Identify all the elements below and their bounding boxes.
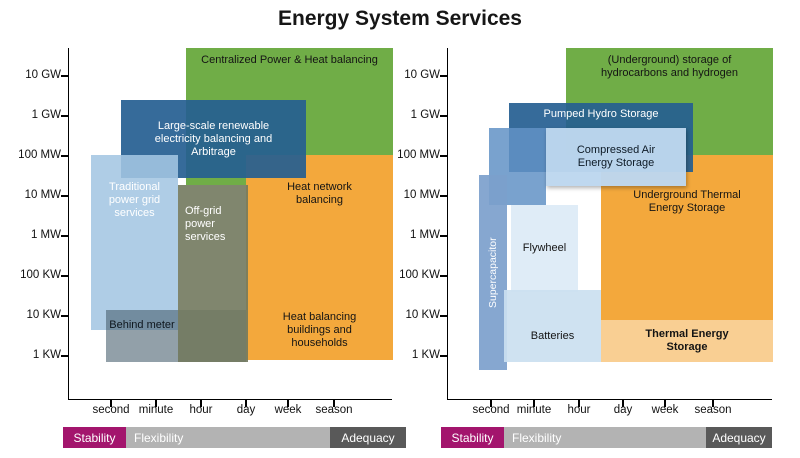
- x-tick-label: week: [651, 404, 679, 416]
- behind-meter-label: Behind meter: [109, 319, 175, 331]
- legend-stability: Stability: [63, 427, 126, 448]
- flywheel-box: Flywheel: [511, 205, 578, 292]
- x-tick-label: day: [613, 404, 633, 416]
- batteries-label: Batteries: [530, 330, 575, 342]
- right-chart-plot: (Underground) storage of hydrocarbons an…: [397, 48, 773, 416]
- left-legend-bar: Stability Flexibility Adequacy: [63, 427, 406, 448]
- heat-balancing-buildings-label: Heat balancing buildings and households: [282, 311, 357, 349]
- x-tick: [333, 400, 335, 407]
- page-title: Energy System Services: [278, 7, 522, 30]
- y-tick: [440, 275, 447, 277]
- heat-network-balancing-label: Heat network balancing: [287, 181, 352, 206]
- underground-hydrocarbons-label: (Underground) storage of hydrocarbons an…: [601, 54, 738, 79]
- y-tick: [440, 235, 447, 237]
- y-tick-label: 1 KW: [32, 349, 61, 361]
- x-tick: [200, 400, 202, 407]
- y-tick: [61, 315, 68, 317]
- centralized-power-heat-label: Centralized Power & Heat balancing: [201, 54, 378, 66]
- thermal-energy-storage-label: Thermal Energy Storage: [645, 328, 729, 353]
- x-tick: [245, 400, 247, 407]
- y-tick-label: 10 MW: [403, 189, 440, 201]
- off-grid-box: Off-grid power services: [178, 185, 248, 362]
- y-tick-label: 1 MW: [409, 229, 440, 241]
- y-tick-label: 10 GW: [404, 69, 440, 81]
- x-tick-label: hour: [567, 404, 591, 416]
- legend-flexibility: Flexibility: [504, 427, 706, 448]
- y-tick: [61, 195, 68, 197]
- underground-thermal-box: Underground Thermal Energy Storage: [601, 155, 773, 320]
- y-tick: [440, 355, 447, 357]
- y-tick-label: 1 GW: [31, 109, 61, 121]
- legend-stability: Stability: [441, 427, 504, 448]
- underground-thermal-label: Underground Thermal Energy Storage: [633, 189, 741, 214]
- x-tick: [287, 400, 289, 407]
- left-chart-plot: Centralized Power & Heat balancing Heat …: [18, 48, 393, 416]
- batteries-box: Batteries: [504, 290, 601, 362]
- right-legend-bar: Stability Flexibility Adequacy: [441, 427, 772, 448]
- y-tick: [440, 315, 447, 317]
- y-tick: [440, 195, 447, 197]
- x-tick-label: second: [472, 404, 510, 416]
- y-tick-label: 100 KW: [399, 269, 440, 281]
- y-tick-label: 10 KW: [405, 309, 440, 321]
- y-tick-label: 10 MW: [24, 189, 61, 201]
- x-tick: [712, 400, 714, 407]
- supercapacitor-box: Supercapacitor: [479, 175, 507, 370]
- x-tick-label: season: [694, 404, 732, 416]
- x-tick: [110, 400, 112, 407]
- traditional-grid-label: Traditional power grid services: [108, 181, 161, 219]
- x-tick-label: day: [236, 404, 256, 416]
- heat-balancing-box: Heat network balancing Heat balancing bu…: [246, 155, 393, 360]
- y-tick-label: 100 KW: [20, 269, 61, 281]
- traditional-grid-box: Traditional power grid services: [91, 155, 178, 330]
- x-tick: [578, 400, 580, 407]
- y-tick-label: 1 MW: [30, 229, 61, 241]
- x-tick-label: minute: [516, 404, 552, 416]
- x-tick: [622, 400, 624, 407]
- x-tick: [664, 400, 666, 407]
- y-tick-label: 1 GW: [410, 109, 440, 121]
- x-tick: [490, 400, 492, 407]
- y-tick-label: 1 KW: [411, 349, 440, 361]
- x-tick-label: minute: [138, 404, 174, 416]
- x-tick: [533, 400, 535, 407]
- legend-adequacy: Adequacy: [706, 427, 772, 448]
- y-tick-label: 10 KW: [26, 309, 61, 321]
- y-tick: [61, 235, 68, 237]
- y-tick: [61, 355, 68, 357]
- legend-flexibility: Flexibility: [126, 427, 330, 448]
- x-tick-label: week: [274, 404, 302, 416]
- y-tick: [440, 75, 447, 77]
- y-tick: [61, 275, 68, 277]
- y-tick: [61, 155, 68, 157]
- x-tick-label: season: [315, 404, 353, 416]
- y-tick: [61, 115, 68, 117]
- thermal-energy-storage-box: Thermal Energy Storage: [601, 320, 773, 362]
- legend-adequacy: Adequacy: [330, 427, 406, 448]
- x-tick: [155, 400, 157, 407]
- large-scale-renewable-label: Large-scale renewable electricity balanc…: [154, 119, 273, 158]
- x-tick-label: hour: [189, 404, 213, 416]
- y-tick: [61, 75, 68, 77]
- off-grid-label: Off-grid power services: [185, 205, 226, 243]
- compressed-air-box: Compressed Air Energy Storage: [546, 128, 686, 186]
- pumped-hydro-label: Pumped Hydro Storage: [543, 108, 659, 120]
- y-tick-label: 10 GW: [25, 69, 61, 81]
- supercapacitor-label: Supercapacitor: [487, 237, 499, 308]
- y-tick-label: 100 MW: [397, 149, 440, 161]
- x-tick-label: second: [92, 404, 130, 416]
- y-tick-label: 100 MW: [18, 149, 61, 161]
- flywheel-label: Flywheel: [522, 242, 567, 254]
- y-tick: [440, 115, 447, 117]
- y-tick: [440, 155, 447, 157]
- compressed-air-label: Compressed Air Energy Storage: [576, 144, 656, 169]
